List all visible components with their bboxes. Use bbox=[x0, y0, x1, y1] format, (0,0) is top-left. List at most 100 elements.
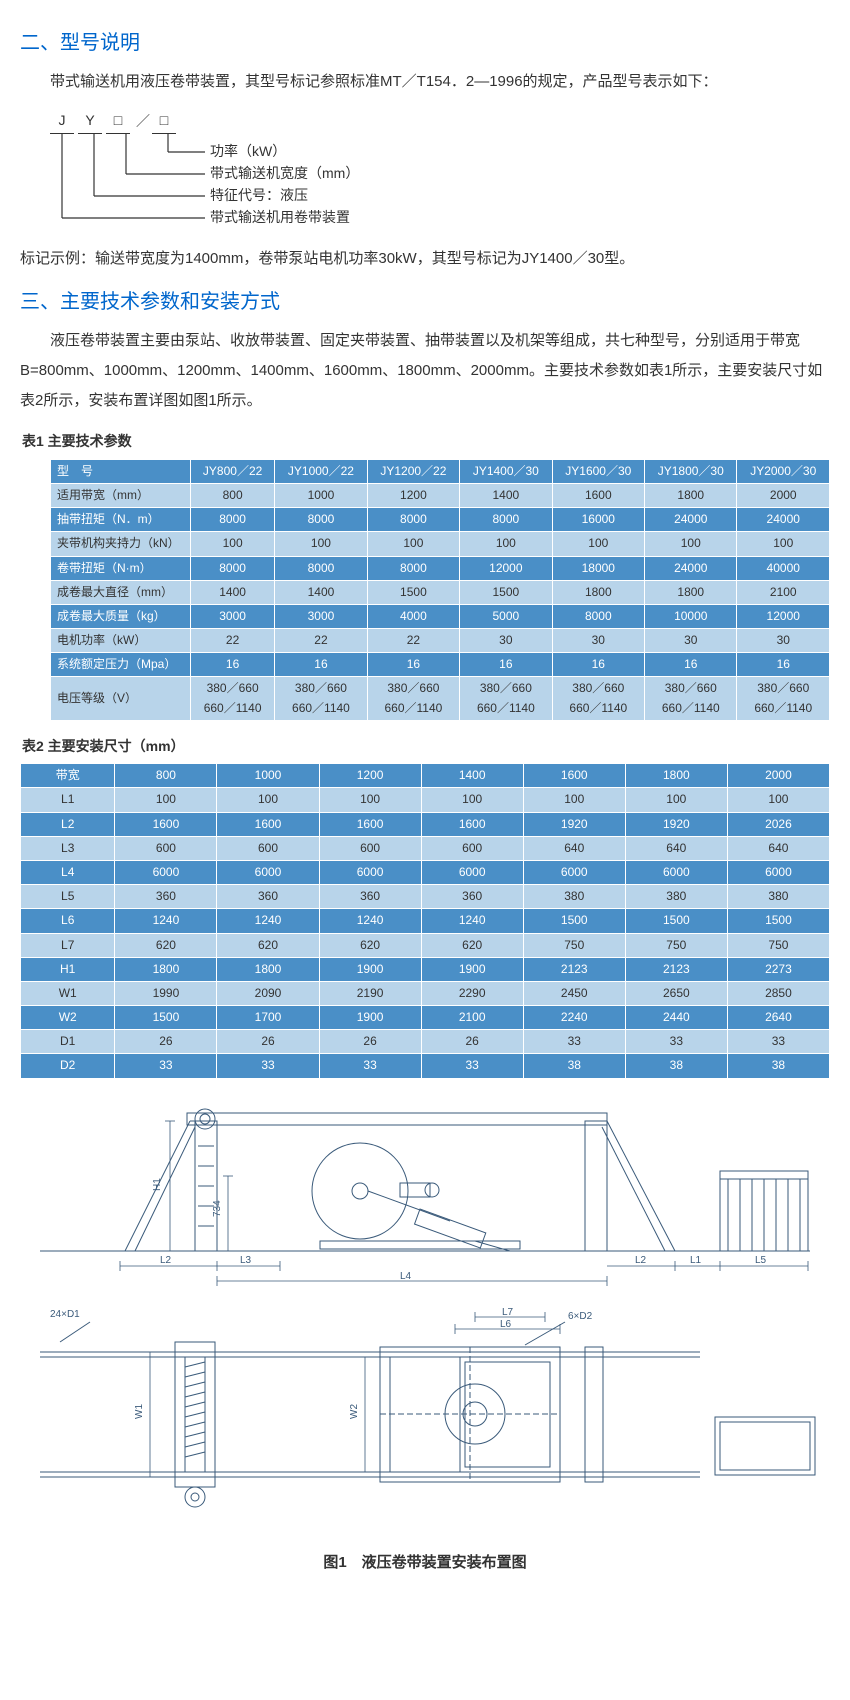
table-2-cell: 2090 bbox=[217, 981, 319, 1005]
table-2-cell: 6000 bbox=[727, 860, 829, 884]
table-2-cell: 100 bbox=[217, 788, 319, 812]
section-2-heading: 二、型号说明 bbox=[20, 27, 830, 59]
table-1-cell: 22 bbox=[191, 629, 275, 653]
table-2-cell: 2123 bbox=[625, 957, 727, 981]
table-2-cell: 1600 bbox=[523, 764, 625, 788]
table-1-header-cell: 型 号 bbox=[51, 459, 191, 483]
table-2-cell: 1240 bbox=[217, 909, 319, 933]
table-1-cell: 8000 bbox=[552, 604, 644, 628]
svg-text:L5: L5 bbox=[755, 1255, 767, 1266]
table-2-cell: 6000 bbox=[421, 860, 523, 884]
table-2-cell: 6000 bbox=[217, 860, 319, 884]
table-1-cell: 380／660660／1140 bbox=[191, 677, 275, 720]
table-2-cell: 750 bbox=[523, 933, 625, 957]
table-1-cell: 22 bbox=[275, 629, 367, 653]
table-2-cell: 620 bbox=[319, 933, 421, 957]
table-1-cell: 4000 bbox=[367, 604, 459, 628]
section-2-para-1: 带式输送机用液压卷带装置，其型号标记参照标准MT／T154．2—1996的规定，… bbox=[20, 67, 830, 97]
table-2-cell: L1 bbox=[21, 788, 115, 812]
table-2-cell: 1500 bbox=[115, 1006, 217, 1030]
svg-text:H1: H1 bbox=[152, 1177, 163, 1190]
table-2-cell: 2850 bbox=[727, 981, 829, 1005]
table-2-cell: 1200 bbox=[319, 764, 421, 788]
table-2-cell: 6000 bbox=[625, 860, 727, 884]
table-2-cell: 38 bbox=[625, 1054, 727, 1078]
marking-example: 标记示例：输送带宽度为1400mm，卷带泵站电机功率30kW，其型号标记为JY1… bbox=[20, 244, 830, 274]
table-2-cell: 600 bbox=[217, 836, 319, 860]
table-2-cell: W2 bbox=[21, 1006, 115, 1030]
table-1-cell: 电机功率（kW） bbox=[51, 629, 191, 653]
table-1-cell: 16 bbox=[460, 653, 552, 677]
table-2-cell: 2100 bbox=[421, 1006, 523, 1030]
table-2-cell: 2240 bbox=[523, 1006, 625, 1030]
table-1-cell: 2000 bbox=[737, 483, 830, 507]
table-2-cell: 2650 bbox=[625, 981, 727, 1005]
table-2-cell: 2000 bbox=[727, 764, 829, 788]
table-1-cell: 8000 bbox=[460, 508, 552, 532]
table-2-cell: 1240 bbox=[421, 909, 523, 933]
table-2-cell: W1 bbox=[21, 981, 115, 1005]
table-2-cell: 26 bbox=[421, 1030, 523, 1054]
table-2-cell: 1900 bbox=[319, 1006, 421, 1030]
table-1-cell: 30 bbox=[552, 629, 644, 653]
table-2-cell: L7 bbox=[21, 933, 115, 957]
table-2-cell: 100 bbox=[115, 788, 217, 812]
table-1-cell: 8000 bbox=[191, 556, 275, 580]
table-2-cell: 380 bbox=[523, 885, 625, 909]
table-2-cell: 1900 bbox=[319, 957, 421, 981]
table-1-cell: 380／660660／1140 bbox=[460, 677, 552, 720]
table-2-cell: 2640 bbox=[727, 1006, 829, 1030]
code-slash: ／ bbox=[134, 110, 152, 132]
table-1-cell: 380／660660／1140 bbox=[275, 677, 367, 720]
table-1-cell: 卷带扭矩（N·m） bbox=[51, 556, 191, 580]
table-2-cell: L4 bbox=[21, 860, 115, 884]
table-2-cell: 100 bbox=[523, 788, 625, 812]
table-1-cell: 8000 bbox=[275, 556, 367, 580]
table-1-cell: 1000 bbox=[275, 483, 367, 507]
table-2-cell: 360 bbox=[319, 885, 421, 909]
table-2-cell: L3 bbox=[21, 836, 115, 860]
table-1-cell: 18000 bbox=[552, 556, 644, 580]
table-2-cell: 1500 bbox=[727, 909, 829, 933]
table-1-cell: 夹带机构夹持力（kN） bbox=[51, 532, 191, 556]
table-1-cell: 22 bbox=[367, 629, 459, 653]
table-1-cell: 380／660660／1140 bbox=[645, 677, 737, 720]
table-1-cell: 8000 bbox=[367, 556, 459, 580]
table-2-cell: 带宽 bbox=[21, 764, 115, 788]
table-1-cell: 1400 bbox=[460, 483, 552, 507]
table-2-cell: 100 bbox=[625, 788, 727, 812]
table-1-cell: 8000 bbox=[275, 508, 367, 532]
figure-1-drawings: H1 734 L2 L3 L4 L2 L1 L5 bbox=[20, 1091, 830, 1534]
table-2-cell: 1900 bbox=[421, 957, 523, 981]
svg-text:L4: L4 bbox=[400, 1271, 412, 1282]
table-2-cell: 600 bbox=[319, 836, 421, 860]
table-2-cell: 2190 bbox=[319, 981, 421, 1005]
table-1-header-cell: JY1000／22 bbox=[275, 459, 367, 483]
table-2-cell: 1600 bbox=[319, 812, 421, 836]
table-1-cell: 12000 bbox=[460, 556, 552, 580]
table-1-cell: 10000 bbox=[645, 604, 737, 628]
table-2-cell: 1400 bbox=[421, 764, 523, 788]
table-2-cell: D2 bbox=[21, 1054, 115, 1078]
table-2-cell: 640 bbox=[727, 836, 829, 860]
table-1-cell: 1400 bbox=[191, 580, 275, 604]
table-2-cell: 33 bbox=[625, 1030, 727, 1054]
table-1-header-cell: JY1200／22 bbox=[367, 459, 459, 483]
table-2-cell: 38 bbox=[523, 1054, 625, 1078]
table-1-cell: 3000 bbox=[275, 604, 367, 628]
table-1-cell: 1500 bbox=[460, 580, 552, 604]
table-1-cell: 3000 bbox=[191, 604, 275, 628]
table-1-cell: 30 bbox=[737, 629, 830, 653]
table-2-cell: 640 bbox=[523, 836, 625, 860]
table-2-cell: 33 bbox=[115, 1054, 217, 1078]
table-1-cell: 1600 bbox=[552, 483, 644, 507]
svg-text:功率（kW）: 功率（kW） bbox=[210, 143, 286, 159]
table-1-cell: 16 bbox=[737, 653, 830, 677]
table-1-cell: 30 bbox=[645, 629, 737, 653]
table-2-cell: 2290 bbox=[421, 981, 523, 1005]
table-1-cell: 100 bbox=[367, 532, 459, 556]
table-1-cell: 8000 bbox=[367, 508, 459, 532]
svg-text:L3: L3 bbox=[240, 1255, 252, 1266]
table-2-cell: 26 bbox=[319, 1030, 421, 1054]
table-2-cell: 1700 bbox=[217, 1006, 319, 1030]
